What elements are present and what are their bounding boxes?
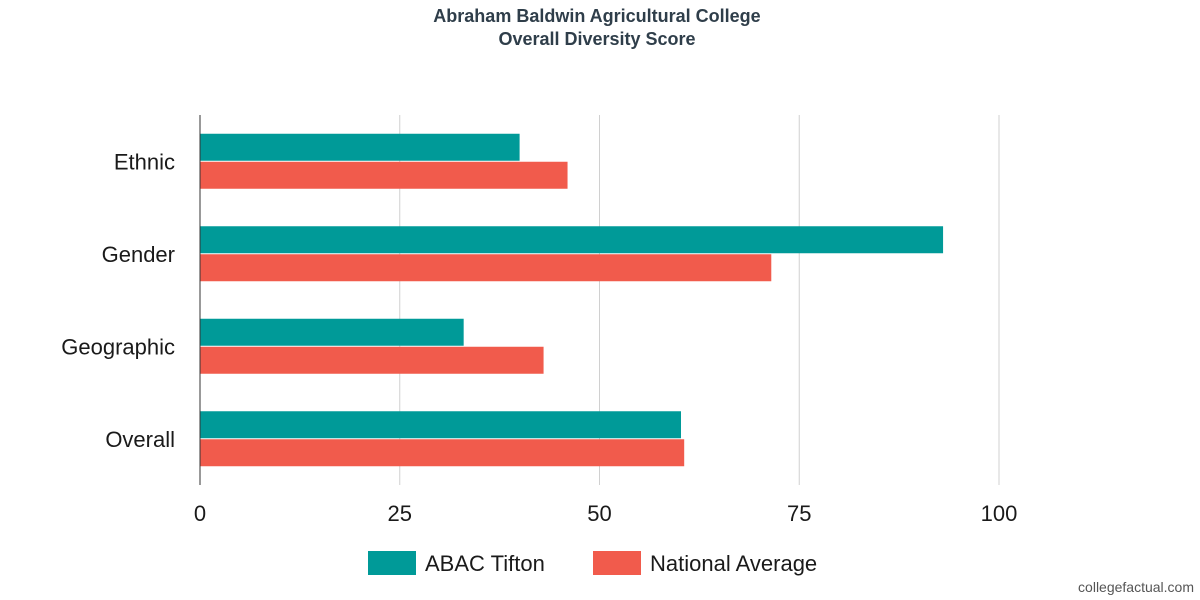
- category-label-gender: Gender: [102, 242, 175, 267]
- bars: [200, 133, 944, 467]
- x-tick-label: 50: [587, 501, 611, 526]
- x-tick-label: 25: [388, 501, 412, 526]
- category-label-geographic: Geographic: [61, 334, 175, 359]
- category-label-overall: Overall: [105, 427, 175, 452]
- chart-subtitle: Overall Diversity Score: [498, 29, 695, 49]
- legend-label-abac: ABAC Tifton: [425, 551, 545, 576]
- bar-geographic-abac: [200, 318, 464, 346]
- bar-overall-abac: [200, 411, 681, 439]
- x-tick-label: 75: [787, 501, 811, 526]
- legend-swatch-national: [593, 551, 641, 575]
- legend: ABAC Tifton National Average: [368, 551, 817, 576]
- bar-ethnic-national: [200, 161, 568, 189]
- legend-label-national: National Average: [650, 551, 817, 576]
- x-tick-label: 100: [981, 501, 1018, 526]
- chart-title: Abraham Baldwin Agricultural College: [433, 6, 760, 26]
- bar-overall-national: [200, 439, 685, 467]
- bar-ethnic-abac: [200, 133, 520, 161]
- category-labels: Ethnic Gender Geographic Overall: [61, 149, 175, 452]
- bar-gender-abac: [200, 226, 944, 254]
- watermark: collegefactual.com: [1078, 579, 1194, 595]
- bar-gender-national: [200, 254, 772, 282]
- legend-swatch-abac: [368, 551, 416, 575]
- x-tick-labels: 0 25 50 75 100: [194, 501, 1017, 526]
- category-label-ethnic: Ethnic: [114, 149, 175, 174]
- x-tick-label: 0: [194, 501, 206, 526]
- bar-geographic-national: [200, 346, 544, 374]
